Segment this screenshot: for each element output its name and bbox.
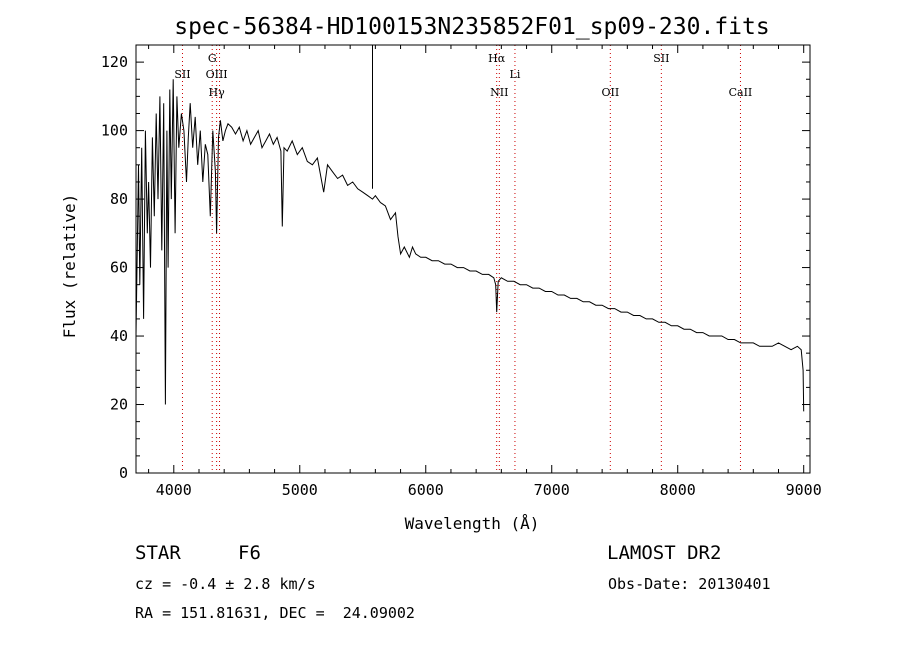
line-annotation-1: G [208,52,217,65]
line-annotation-6: NII [490,86,508,99]
x-axis-label: Wavelength (Å) [405,514,540,533]
x-tick-label-5: 9000 [786,481,822,499]
object-type: STAR [135,542,181,564]
x-tick-label-3: 7000 [534,481,570,499]
y-tick-label-6: 120 [101,53,128,71]
coordinates: RA = 151.81631, DEC = 24.09002 [135,604,415,622]
x-tick-label-0: 4000 [156,481,192,499]
y-tick-label-0: 0 [119,464,128,482]
line-annotation-0: SII [174,68,190,81]
line-annotation-2: OIII [206,68,228,81]
y-tick-label-1: 20 [110,396,128,414]
y-tick-label-3: 60 [110,259,128,277]
line-marker-group [181,45,741,473]
line-annotation-5: Li [510,68,521,81]
x-tick-label-1: 5000 [282,481,318,499]
survey-name: LAMOST DR2 [607,542,722,564]
spectrum-line [135,45,805,412]
line-annotation-9: CaII [729,86,753,99]
y-tick-label-5: 100 [101,122,128,140]
y-tick-label-4: 80 [110,190,128,208]
plot-frame [135,44,811,474]
subclass: F6 [238,542,261,564]
redshift-cz: cz = -0.4 ± 2.8 km/s [135,575,316,593]
x-tick-label-4: 8000 [660,481,696,499]
obs-date: Obs-Date: 20130401 [608,575,771,593]
axis-ticks: 4000 5000 6000 7000 8000 9000 0 20 40 60 80 100 120 [101,44,822,499]
x-tick-label-2: 6000 [408,481,444,499]
chart-title: spec-56384-HD100153N235852F01_sp09-230.f… [174,14,769,40]
line-annotation-8: SII [653,52,669,65]
line-annotation-3: Hγ [209,86,226,99]
line-annotation-4: Hα [488,52,506,65]
line-annotation-7: OII [601,86,619,99]
y-axis-label: Flux (relative) [60,194,79,339]
y-tick-label-2: 40 [110,327,128,345]
